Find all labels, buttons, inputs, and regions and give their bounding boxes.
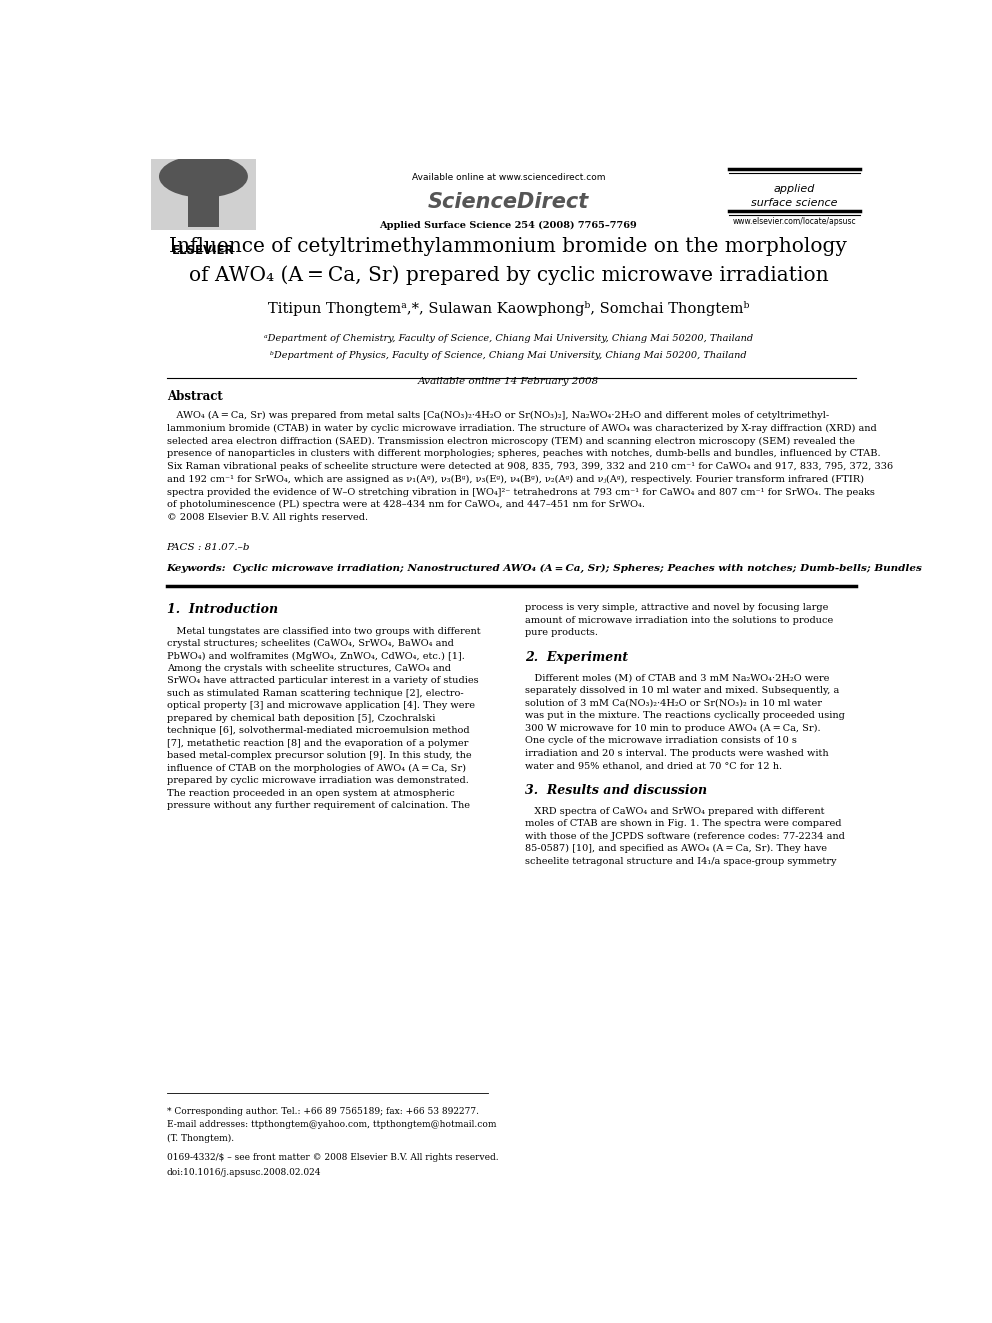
Text: 85-0587) [10], and specified as AWO₄ (A = Ca, Sr). They have: 85-0587) [10], and specified as AWO₄ (A … <box>525 844 827 853</box>
Text: AWO₄ (A = Ca, Sr) was prepared from metal salts [Ca(NO₃)₂·4H₂O or Sr(NO₃)₂], Na₂: AWO₄ (A = Ca, Sr) was prepared from meta… <box>167 411 828 421</box>
Text: of photoluminescence (PL) spectra were at 428–434 nm for CaWO₄, and 447–451 nm f: of photoluminescence (PL) spectra were a… <box>167 500 645 509</box>
Text: Influence of cetyltrimethylammonium bromide on the morphology: Influence of cetyltrimethylammonium brom… <box>170 237 847 255</box>
Text: Available online at www.sciencedirect.com: Available online at www.sciencedirect.co… <box>412 172 605 181</box>
Text: Keywords:  Cyclic microwave irradiation; Nanostructured AWO₄ (A = Ca, Sr); Spher: Keywords: Cyclic microwave irradiation; … <box>167 564 923 573</box>
Text: Titipun Thongtemᵃ,*, Sulawan Kaowphongᵇ, Somchai Thongtemᵇ: Titipun Thongtemᵃ,*, Sulawan Kaowphongᵇ,… <box>268 302 749 316</box>
Text: PbWO₄) and wolframites (MgWO₄, ZnWO₄, CdWO₄, etc.) [1].: PbWO₄) and wolframites (MgWO₄, ZnWO₄, Cd… <box>167 651 464 660</box>
Text: Metal tungstates are classified into two groups with different: Metal tungstates are classified into two… <box>167 627 480 635</box>
Bar <box>151 153 256 230</box>
Text: spectra provided the evidence of W–O stretching vibration in [WO₄]²⁻ tetrahedron: spectra provided the evidence of W–O str… <box>167 488 875 496</box>
Text: based metal-complex precursor solution [9]. In this study, the: based metal-complex precursor solution [… <box>167 751 471 761</box>
Text: 2.  Experiment: 2. Experiment <box>525 651 628 664</box>
Text: solution of 3 mM Ca(NO₃)₂·4H₂O or Sr(NO₃)₂ in 10 ml water: solution of 3 mM Ca(NO₃)₂·4H₂O or Sr(NO₃… <box>525 699 822 708</box>
Text: Different moles (M) of CTAB and 3 mM Na₂WO₄·2H₂O were: Different moles (M) of CTAB and 3 mM Na₂… <box>525 673 829 683</box>
Text: with those of the JCPDS software (reference codes: 77-2234 and: with those of the JCPDS software (refere… <box>525 832 845 841</box>
Text: process is very simple, attractive and novel by focusing large: process is very simple, attractive and n… <box>525 603 828 613</box>
Text: pressure without any further requirement of calcination. The: pressure without any further requirement… <box>167 802 469 810</box>
Text: applied: applied <box>774 184 815 194</box>
Text: influence of CTAB on the morphologies of AWO₄ (A = Ca, Sr): influence of CTAB on the morphologies of… <box>167 763 465 773</box>
Text: * Corresponding author. Tel.: +66 89 7565189; fax: +66 53 892277.: * Corresponding author. Tel.: +66 89 756… <box>167 1106 478 1115</box>
Bar <box>187 192 219 226</box>
Text: E-mail addresses: ttpthongtem@yahoo.com, ttpthongtem@hotmail.com: E-mail addresses: ttpthongtem@yahoo.com,… <box>167 1121 496 1130</box>
Text: lammonium bromide (CTAB) in water by cyclic microwave irradiation. The structure: lammonium bromide (CTAB) in water by cyc… <box>167 425 876 433</box>
Ellipse shape <box>159 155 248 197</box>
Text: prepared by cyclic microwave irradiation was demonstrated.: prepared by cyclic microwave irradiation… <box>167 777 468 786</box>
Text: separately dissolved in 10 ml water and mixed. Subsequently, a: separately dissolved in 10 ml water and … <box>525 687 839 696</box>
Text: www.elsevier.com/locate/apsusc: www.elsevier.com/locate/apsusc <box>732 217 856 226</box>
Text: amount of microwave irradiation into the solutions to produce: amount of microwave irradiation into the… <box>525 617 833 624</box>
Text: © 2008 Elsevier B.V. All rights reserved.: © 2008 Elsevier B.V. All rights reserved… <box>167 513 368 523</box>
Text: Applied Surface Science 254 (2008) 7765–7769: Applied Surface Science 254 (2008) 7765–… <box>380 221 637 230</box>
Text: The reaction proceeded in an open system at atmospheric: The reaction proceeded in an open system… <box>167 789 454 798</box>
Text: ELSEVIER: ELSEVIER <box>173 245 235 257</box>
Text: ScienceDirect: ScienceDirect <box>428 192 589 212</box>
Text: [7], metathetic reaction [8] and the evaporation of a polymer: [7], metathetic reaction [8] and the eva… <box>167 738 468 747</box>
Text: and 192 cm⁻¹ for SrWO₄, which are assigned as ν₁(Aᵍ), ν₃(Bᵍ), ν₃(Eᵍ), ν₄(Bᵍ), ν₂: and 192 cm⁻¹ for SrWO₄, which are assign… <box>167 475 864 484</box>
Text: water and 95% ethanol, and dried at 70 °C for 12 h.: water and 95% ethanol, and dried at 70 °… <box>525 761 782 770</box>
Text: such as stimulated Raman scattering technique [2], electro-: such as stimulated Raman scattering tech… <box>167 689 463 699</box>
Text: 300 W microwave for 10 min to produce AWO₄ (A = Ca, Sr).: 300 W microwave for 10 min to produce AW… <box>525 724 820 733</box>
Text: Available online 14 February 2008: Available online 14 February 2008 <box>418 377 599 386</box>
Text: of AWO₄ (A = Ca, Sr) prepared by cyclic microwave irradiation: of AWO₄ (A = Ca, Sr) prepared by cyclic … <box>188 266 828 286</box>
Text: prepared by chemical bath deposition [5], Czochralski: prepared by chemical bath deposition [5]… <box>167 714 435 722</box>
Text: crystal structures; scheelites (CaWO₄, SrWO₄, BaWO₄ and: crystal structures; scheelites (CaWO₄, S… <box>167 639 453 648</box>
Text: Six Raman vibrational peaks of scheelite structure were detected at 908, 835, 79: Six Raman vibrational peaks of scheelite… <box>167 462 893 471</box>
Text: One cycle of the microwave irradiation consists of 10 s: One cycle of the microwave irradiation c… <box>525 737 797 745</box>
Text: was put in the mixture. The reactions cyclically proceeded using: was put in the mixture. The reactions cy… <box>525 712 845 720</box>
Text: selected area electron diffraction (SAED). Transmission electron microscopy (TEM: selected area electron diffraction (SAED… <box>167 437 855 446</box>
Text: 0169-4332/$ – see front matter © 2008 Elsevier B.V. All rights reserved.: 0169-4332/$ – see front matter © 2008 El… <box>167 1152 498 1162</box>
Text: doi:10.1016/j.apsusc.2008.02.024: doi:10.1016/j.apsusc.2008.02.024 <box>167 1168 321 1177</box>
Text: PACS : 81.07.–b: PACS : 81.07.–b <box>167 542 250 552</box>
Text: 1.  Introduction: 1. Introduction <box>167 603 278 617</box>
Text: optical property [3] and microwave application [4]. They were: optical property [3] and microwave appli… <box>167 701 474 710</box>
Text: (T. Thongtem).: (T. Thongtem). <box>167 1134 234 1143</box>
Text: moles of CTAB are shown in Fig. 1. The spectra were compared: moles of CTAB are shown in Fig. 1. The s… <box>525 819 841 828</box>
Text: ᵃDepartment of Chemistry, Faculty of Science, Chiang Mai University, Chiang Mai : ᵃDepartment of Chemistry, Faculty of Sci… <box>264 333 753 343</box>
Text: technique [6], solvothermal-mediated microemulsion method: technique [6], solvothermal-mediated mic… <box>167 726 469 736</box>
Text: Abstract: Abstract <box>167 390 222 402</box>
Text: surface science: surface science <box>751 198 837 208</box>
Text: pure products.: pure products. <box>525 628 598 638</box>
Text: presence of nanoparticles in clusters with different morphologies; spheres, peac: presence of nanoparticles in clusters wi… <box>167 450 880 459</box>
Text: irradiation and 20 s interval. The products were washed with: irradiation and 20 s interval. The produ… <box>525 749 828 758</box>
Text: SrWO₄ have attracted particular interest in a variety of studies: SrWO₄ have attracted particular interest… <box>167 676 478 685</box>
Text: Among the crystals with scheelite structures, CaWO₄ and: Among the crystals with scheelite struct… <box>167 664 450 673</box>
Text: XRD spectra of CaWO₄ and SrWO₄ prepared with different: XRD spectra of CaWO₄ and SrWO₄ prepared … <box>525 807 824 816</box>
Text: scheelite tetragonal structure and I4₁/a space-group symmetry: scheelite tetragonal structure and I4₁/a… <box>525 857 836 865</box>
Text: ᵇDepartment of Physics, Faculty of Science, Chiang Mai University, Chiang Mai 50: ᵇDepartment of Physics, Faculty of Scien… <box>270 352 747 360</box>
Text: 3.  Results and discussion: 3. Results and discussion <box>525 783 707 796</box>
